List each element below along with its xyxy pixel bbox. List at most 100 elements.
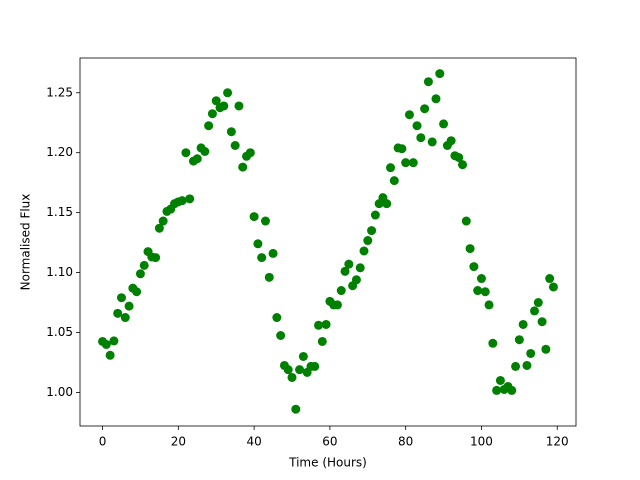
point xyxy=(541,344,551,354)
point xyxy=(427,137,437,147)
point xyxy=(101,339,111,349)
point xyxy=(298,351,308,361)
x-tick-label: 0 xyxy=(99,435,107,449)
point xyxy=(465,244,475,254)
x-tick-label: 60 xyxy=(322,435,337,449)
point xyxy=(522,360,532,370)
point xyxy=(192,154,202,164)
point xyxy=(492,385,502,395)
point xyxy=(291,404,301,414)
point xyxy=(113,308,123,318)
point xyxy=(257,253,267,263)
point xyxy=(154,223,164,233)
y-tick-label: 1.05 xyxy=(46,325,73,339)
plot-frame xyxy=(79,57,577,427)
point xyxy=(397,144,407,154)
point xyxy=(264,272,274,282)
point xyxy=(249,212,259,222)
x-tick-label: 80 xyxy=(398,435,413,449)
point xyxy=(401,158,411,168)
point xyxy=(158,216,168,226)
point xyxy=(223,88,233,98)
point xyxy=(336,286,346,296)
point xyxy=(514,335,524,345)
point xyxy=(207,109,217,119)
point xyxy=(370,210,380,220)
point xyxy=(268,248,278,258)
point xyxy=(321,319,331,329)
point xyxy=(469,262,479,272)
x-tick-label: 120 xyxy=(546,435,569,449)
point xyxy=(151,253,161,263)
point xyxy=(181,148,191,158)
point xyxy=(446,136,456,146)
point xyxy=(132,287,142,297)
point xyxy=(458,160,468,170)
point xyxy=(530,306,540,316)
point xyxy=(412,121,422,131)
point xyxy=(537,317,547,327)
point xyxy=(416,133,426,143)
point xyxy=(200,146,210,156)
y-tick-label: 1.20 xyxy=(46,145,73,159)
point xyxy=(120,313,130,323)
point xyxy=(389,176,399,186)
point xyxy=(238,162,248,172)
point xyxy=(105,350,115,360)
point xyxy=(344,259,354,269)
point xyxy=(507,385,517,395)
point xyxy=(367,226,377,236)
point xyxy=(423,77,433,87)
point xyxy=(272,313,282,323)
x-tick-label: 40 xyxy=(246,435,261,449)
point xyxy=(317,336,327,346)
y-tick-label: 1.00 xyxy=(46,385,73,399)
point xyxy=(386,163,396,173)
point xyxy=(135,269,145,279)
point xyxy=(332,300,342,310)
point xyxy=(245,148,255,158)
point xyxy=(283,365,293,375)
point xyxy=(314,320,324,330)
point xyxy=(454,152,464,162)
point xyxy=(139,260,149,270)
point xyxy=(177,196,187,206)
x-tick-label: 100 xyxy=(470,435,493,449)
point xyxy=(533,298,543,308)
point xyxy=(287,372,297,382)
point xyxy=(439,119,449,129)
point xyxy=(461,216,471,226)
point xyxy=(511,361,521,371)
y-axis-label: Normalised Flux xyxy=(19,194,33,291)
point xyxy=(526,348,536,358)
point xyxy=(253,239,263,249)
y-tick-label: 1.15 xyxy=(46,205,73,219)
point xyxy=(404,110,414,120)
point xyxy=(340,266,350,276)
point xyxy=(219,101,229,111)
point xyxy=(185,194,195,204)
point xyxy=(116,293,126,303)
x-axis-label: Time (Hours) xyxy=(288,456,367,470)
point xyxy=(234,101,244,111)
point xyxy=(408,158,418,168)
y-tick-label: 1.10 xyxy=(46,265,73,279)
point xyxy=(548,282,558,292)
point xyxy=(124,301,134,311)
point xyxy=(435,69,445,79)
point xyxy=(518,319,528,329)
point xyxy=(204,121,214,131)
point xyxy=(295,365,305,375)
point xyxy=(545,274,555,284)
x-tick-label: 20 xyxy=(171,435,186,449)
point xyxy=(310,361,320,371)
point xyxy=(276,330,286,340)
point xyxy=(230,141,240,151)
point xyxy=(476,274,486,284)
point xyxy=(480,287,490,297)
point xyxy=(226,127,236,137)
point xyxy=(488,338,498,348)
point xyxy=(211,96,221,106)
